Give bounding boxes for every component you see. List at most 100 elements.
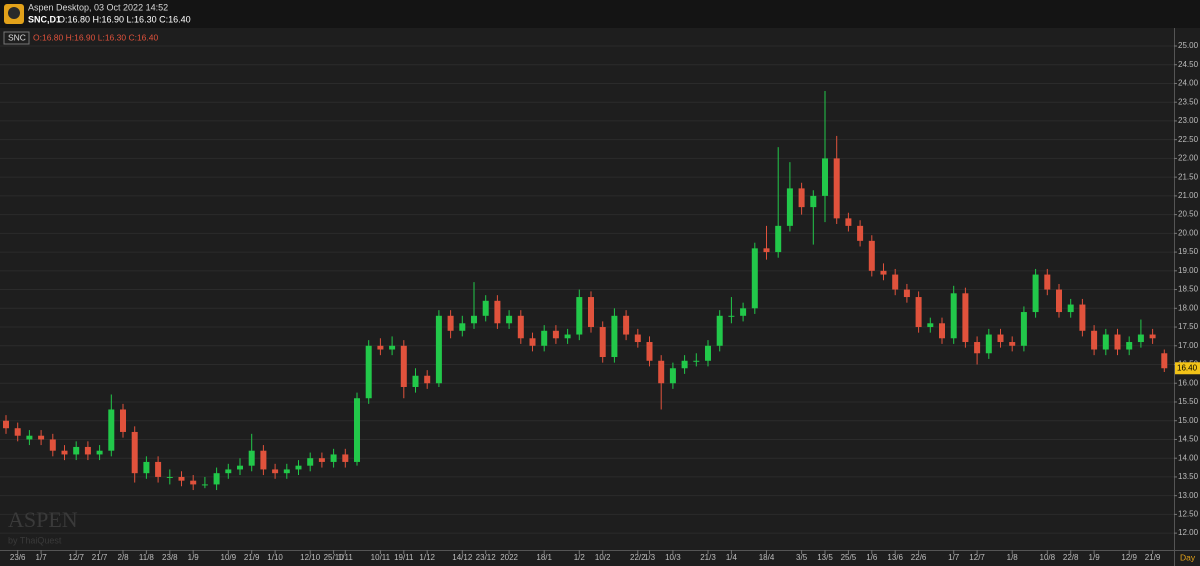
x-tick-label: 10/2 xyxy=(595,553,611,562)
candle-body xyxy=(49,439,56,451)
candle-body xyxy=(576,297,583,335)
candle-body xyxy=(564,334,571,339)
y-tick-label: 22.00 xyxy=(1178,154,1199,163)
candle-body xyxy=(201,484,208,486)
candle-body xyxy=(740,308,747,316)
x-tick-label: 21/9 xyxy=(1145,553,1161,562)
y-tick-label: 15.00 xyxy=(1178,416,1199,425)
candle-body xyxy=(131,431,138,474)
candle-body xyxy=(225,469,232,474)
candle-body xyxy=(903,289,910,298)
x-tick-label: 21/9 xyxy=(244,553,260,562)
x-tick-label: 11/8 xyxy=(139,553,155,562)
y-tick-label: 24.50 xyxy=(1178,60,1199,69)
candle-body xyxy=(1137,334,1144,343)
y-tick-label: 18.00 xyxy=(1178,303,1199,312)
y-tick-label: 17.50 xyxy=(1178,322,1199,331)
candle-body xyxy=(424,375,431,384)
candle-body xyxy=(962,293,969,343)
x-tick-label: 10/8 xyxy=(1040,553,1056,562)
symbol-label: SNC,D1 xyxy=(28,14,61,24)
candle-body xyxy=(786,188,793,226)
candle-body xyxy=(751,248,758,309)
candle-body xyxy=(892,274,899,290)
y-tick-label: 12.50 xyxy=(1178,510,1199,519)
candle-body xyxy=(517,315,524,339)
watermark-sub: by ThaiQuest xyxy=(8,535,62,545)
candle-body xyxy=(646,342,653,361)
candle-body xyxy=(377,345,384,350)
x-tick-label: 12/9 xyxy=(1121,553,1137,562)
watermark: ASPEN xyxy=(8,507,78,532)
candle-body xyxy=(1079,304,1086,331)
candle-body xyxy=(634,334,641,343)
candle-body xyxy=(272,469,279,474)
candle-body xyxy=(950,293,957,339)
x-tick-label: 10/9 xyxy=(221,553,237,562)
x-tick-label: 1/10 xyxy=(267,553,283,562)
candle-body xyxy=(939,323,945,339)
y-tick-label: 12.00 xyxy=(1178,528,1199,537)
candle-body xyxy=(471,315,477,324)
candle-body xyxy=(494,300,501,324)
candle-body xyxy=(26,435,33,440)
x-tick-label: 1/9 xyxy=(188,553,200,562)
x-tick-label: 25/10 xyxy=(324,553,345,562)
candle-body xyxy=(61,450,68,455)
y-tick-label: 15.50 xyxy=(1178,397,1199,406)
y-tick-label: 14.00 xyxy=(1178,453,1199,462)
candle-body xyxy=(435,315,442,384)
candle-body xyxy=(868,240,875,271)
legend-symbol: SNC xyxy=(8,32,26,42)
x-tick-label: 1/3 xyxy=(644,553,656,562)
candle-body xyxy=(3,420,9,429)
candle-body xyxy=(342,454,349,462)
candle-body xyxy=(1067,304,1074,313)
candle-body xyxy=(1032,274,1039,313)
x-tick-label: 1/9 xyxy=(1089,553,1101,562)
y-tick-label: 23.00 xyxy=(1178,116,1199,125)
candle-body xyxy=(248,450,255,466)
candle-body xyxy=(295,465,302,470)
candle-body xyxy=(985,334,992,354)
candle-body xyxy=(798,188,805,208)
timeframe-label[interactable]: Day xyxy=(1180,552,1196,562)
x-tick-label: 18/4 xyxy=(759,553,775,562)
x-tick-label: 1/11 xyxy=(338,553,354,562)
x-tick-label: 13/6 xyxy=(887,553,903,562)
y-tick-label: 13.50 xyxy=(1178,472,1199,481)
candle-body xyxy=(354,398,360,462)
candle-body xyxy=(693,360,700,362)
candle-body xyxy=(845,218,852,226)
candle-body xyxy=(529,338,536,346)
candle-body xyxy=(927,323,934,328)
ohlc-header: O:16.80 H:16.90 L:16.30 C:16.40 xyxy=(58,14,191,24)
candle-body xyxy=(447,315,454,331)
candle-body xyxy=(318,458,325,462)
candle-body xyxy=(108,409,115,451)
candle-body xyxy=(552,330,559,339)
x-tick-label: 14/12 xyxy=(452,553,473,562)
candle-body xyxy=(120,409,126,432)
candle-body xyxy=(1056,289,1062,313)
y-tick-label: 19.00 xyxy=(1178,266,1199,275)
x-tick-label: 23/6 xyxy=(10,553,26,562)
x-tick-label: 1/6 xyxy=(866,553,878,562)
candle-body xyxy=(1044,274,1051,290)
candle-body xyxy=(213,473,220,485)
candle-body xyxy=(330,454,337,462)
candle-body xyxy=(857,225,864,241)
x-tick-label: 10/11 xyxy=(371,553,391,562)
candle-body xyxy=(482,300,489,316)
x-tick-label: 1/4 xyxy=(726,553,738,562)
candle-body xyxy=(459,323,466,331)
candle-body xyxy=(307,458,314,466)
x-tick-label: 10/3 xyxy=(665,553,681,562)
candle-body xyxy=(728,315,735,317)
y-tick-label: 13.00 xyxy=(1178,491,1199,500)
candle-body xyxy=(1009,342,1016,346)
candle-body xyxy=(623,315,630,335)
x-tick-label: 12/10 xyxy=(300,553,321,562)
candle-body xyxy=(681,360,688,369)
